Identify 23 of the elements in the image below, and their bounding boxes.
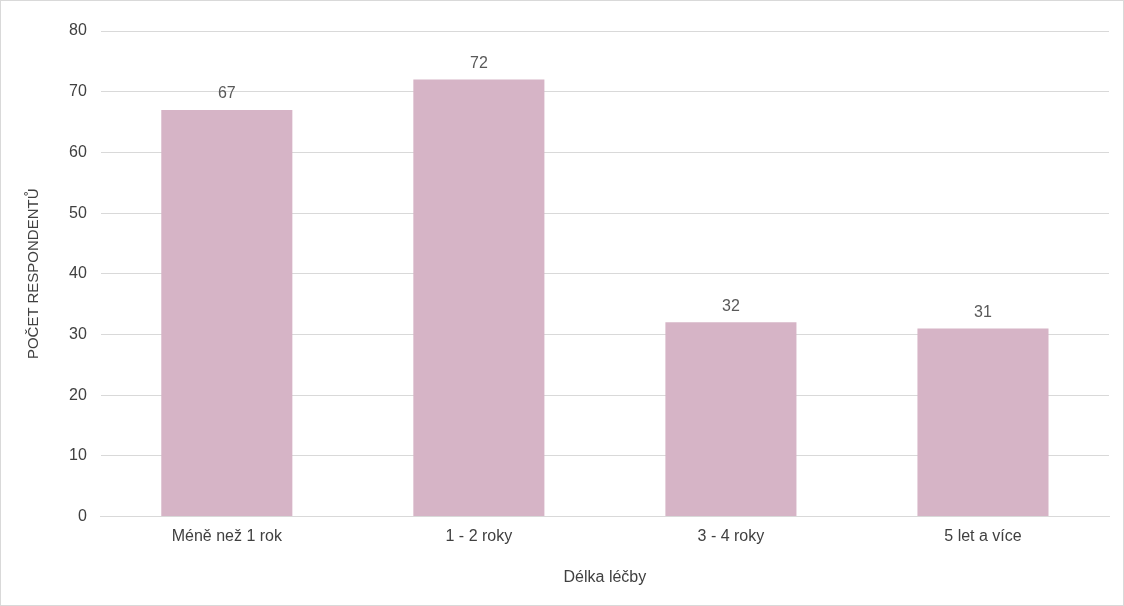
y-tick-label: 50 [69, 203, 87, 221]
y-tick-label: 80 [69, 21, 87, 39]
x-axis-title: Délka léčby [563, 567, 647, 585]
bar [161, 109, 293, 517]
data-label: 72 [469, 53, 488, 71]
y-tick-label: 40 [69, 264, 87, 282]
y-axis-title: POČET RESPONDENTŮ [24, 188, 42, 360]
data-label: 32 [722, 296, 740, 314]
y-tick-label: 60 [69, 142, 87, 160]
bar [917, 328, 1049, 517]
x-tick-label: Méně než 1 rok [171, 526, 283, 544]
x-tick-label: 3 - 4 roky [697, 526, 765, 544]
y-tick-label: 30 [69, 324, 87, 342]
x-tick-label: 1 - 2 roky [445, 526, 513, 544]
y-tick-label: 70 [69, 82, 87, 100]
bar [665, 322, 797, 517]
data-label: 31 [974, 302, 992, 320]
data-label: 67 [217, 84, 236, 102]
y-tick-label: 0 [77, 507, 87, 525]
y-tick-label: 10 [69, 446, 87, 464]
x-tick-label: 5 let a více [944, 526, 1022, 544]
bar [413, 79, 545, 517]
y-tick-label: 20 [69, 385, 87, 403]
